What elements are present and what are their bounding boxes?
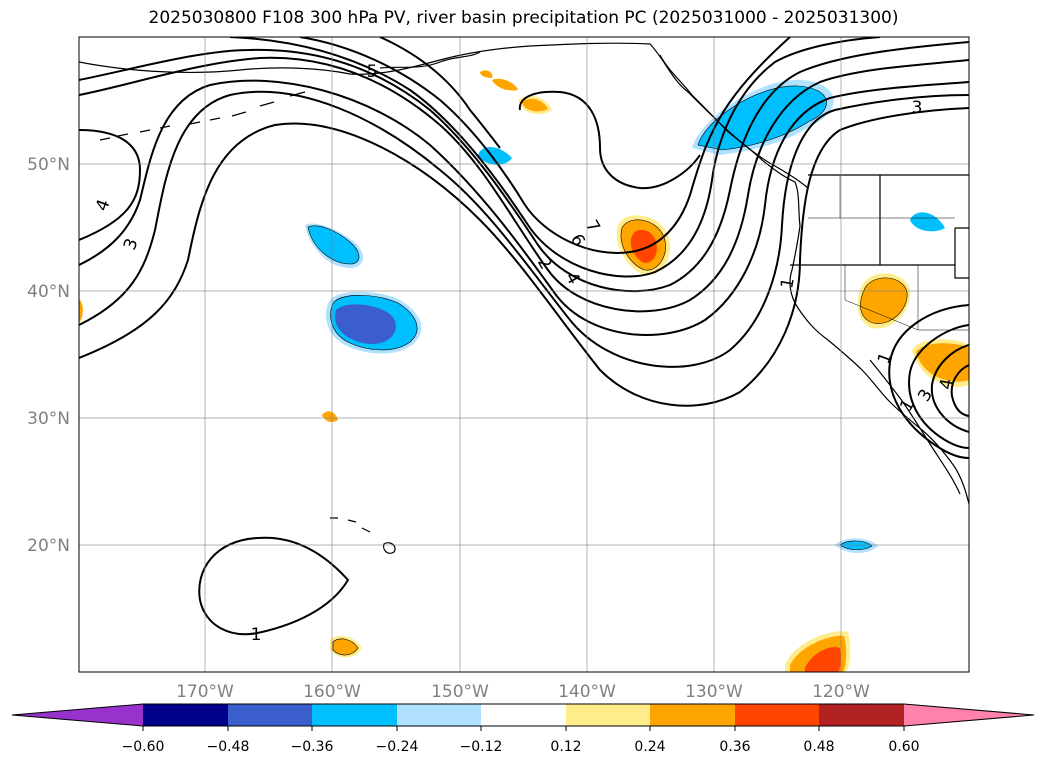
pv-contour (299, 37, 791, 254)
colorbar-segment (228, 704, 312, 726)
colorbar-extend-min (12, 704, 143, 726)
colorbar-segment (566, 704, 650, 726)
lon-label: 120°W (812, 682, 870, 702)
map-background (79, 37, 969, 672)
lat-label: 20°N (27, 536, 70, 556)
pos-anomaly-core (805, 646, 841, 672)
lat-labels: 50°N 40°N 30°N 20°N (27, 155, 70, 556)
shading-outlines (307, 85, 908, 656)
contour-label: 4 (936, 377, 958, 391)
pv-contour (79, 107, 969, 407)
pv-contour (79, 41, 969, 293)
pos-anomaly-blob (480, 70, 493, 78)
pos-anomaly-core (630, 229, 657, 263)
hawaii (330, 517, 396, 554)
colorbar-segments (11, 703, 1035, 731)
colorbar-tick-label: −0.48 (207, 739, 250, 755)
coastlines (79, 42, 969, 554)
colorbar-tick-label: −0.60 (122, 739, 165, 755)
colorbar-segment (312, 704, 397, 726)
pv-contour (518, 90, 701, 190)
pv-contour (229, 37, 881, 278)
pos-anomaly-blob (492, 78, 518, 91)
colorbar-tick-label: 0.60 (888, 739, 919, 755)
pv-contour (79, 90, 969, 368)
map-title: 2025030800 F108 300 hPa PV, river basin … (148, 8, 899, 28)
colorbar: −0.60 −0.48 −0.36 −0.24 −0.12 0.12 0.24 … (11, 703, 1035, 755)
pv-contour-closed-east (908, 324, 969, 449)
neg-anomaly-blob (308, 225, 359, 264)
colorbar-segment (650, 704, 735, 726)
lat-label: 50°N (27, 155, 70, 175)
pos-anomaly-blob (333, 638, 358, 656)
colorbar-labels: −0.60 −0.48 −0.36 −0.24 −0.12 0.12 0.24 … (122, 739, 920, 755)
pv-contour (79, 129, 142, 241)
pos-anomaly-blob (522, 98, 548, 112)
pv-contour-closed-east (930, 344, 969, 433)
contour-label: 1 (251, 625, 262, 645)
neg-anomaly-core (334, 304, 396, 344)
pv-contour-1-closed (198, 536, 350, 636)
aleutians (99, 91, 306, 141)
colorbar-segment (481, 704, 566, 726)
contour-label: 3 (912, 98, 923, 118)
contour-label: 5 (367, 62, 378, 82)
lon-labels: 170°W 160°W 150°W 140°W 130°W 120°W (176, 682, 870, 702)
colorbar-tick-label: −0.12 (460, 739, 503, 755)
colorbar-extend-max (904, 704, 1034, 726)
baja-coast (869, 359, 961, 495)
neg-anomaly-blob (910, 212, 945, 232)
colorbar-segment (143, 704, 228, 726)
pv-contour (79, 79, 969, 336)
pv-contours (79, 37, 969, 636)
colorbar-segment (819, 704, 904, 726)
lat-label: 40°N (27, 282, 70, 302)
pos-anomaly-blob (322, 411, 338, 423)
neg-anomaly-blob (478, 147, 512, 165)
lon-label: 150°W (431, 682, 489, 702)
colorbar-segment (735, 704, 819, 726)
map-frame (78, 36, 970, 673)
lon-label: 140°W (558, 682, 616, 702)
lon-label: 160°W (303, 682, 361, 702)
contour-label: 1 (777, 276, 799, 290)
pv-contour-closed-east (888, 304, 969, 459)
colorbar-tick-label: 0.36 (719, 739, 750, 755)
state-border (954, 227, 969, 279)
colorbar-tick-label: 0.24 (634, 739, 665, 755)
colorbar-tick-label: −0.24 (376, 739, 419, 755)
lon-label: 170°W (176, 682, 234, 702)
pv-contour (379, 37, 501, 149)
pv-contour-closed-east (950, 364, 969, 417)
pv-contour (79, 56, 969, 313)
state-borders-thin (808, 175, 969, 331)
colorbar-tick-label: 0.48 (803, 739, 834, 755)
pos-anomaly-blob (79, 299, 83, 322)
colorbar-tick-label: 0.12 (550, 739, 581, 755)
lon-label: 130°W (685, 682, 743, 702)
precip-shading (79, 70, 969, 672)
pos-anomaly-blob (860, 277, 908, 324)
seward-coast (379, 51, 481, 69)
gridlines (79, 37, 969, 672)
colorbar-segment (397, 704, 481, 726)
colorbar-tick-label: −0.36 (291, 739, 334, 755)
lat-label: 30°N (27, 409, 70, 429)
